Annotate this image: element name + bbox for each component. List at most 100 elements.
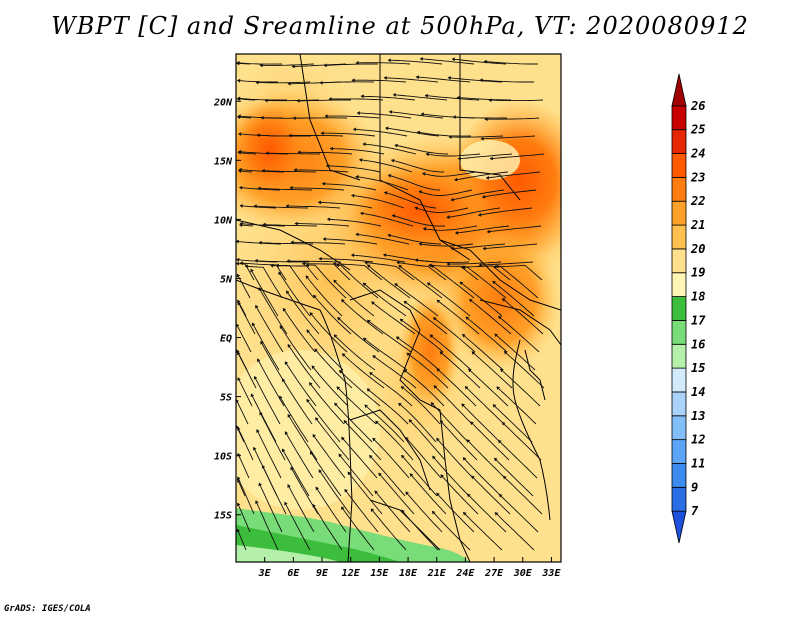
streamline [261, 170, 317, 173]
colorbar-label: 11 [691, 456, 705, 470]
colorbar-swatch [671, 105, 687, 131]
streamline [503, 475, 543, 515]
streamline [448, 135, 504, 138]
lon-tick-label: 24E [455, 568, 475, 579]
streamline [374, 490, 411, 533]
streamline-arrow [477, 213, 482, 217]
streamline-arrow [326, 217, 331, 222]
colorbar-label: 13 [691, 409, 705, 423]
streamline-arrow [312, 434, 316, 438]
streamline [471, 351, 513, 389]
streamline-arrow [469, 299, 473, 303]
streamline-arrow [414, 258, 419, 262]
streamline-arrow [329, 146, 334, 151]
streamline [480, 79, 534, 83]
streamline [287, 484, 315, 533]
streamline-arrow [313, 294, 317, 299]
streamline [433, 385, 473, 425]
streamline-arrow [424, 93, 429, 98]
streamline [284, 431, 314, 479]
streamline-arrow [358, 158, 363, 162]
lon-tick-label: 27E [484, 568, 504, 579]
streamline [384, 191, 437, 209]
streamline [336, 264, 379, 299]
streamline [498, 315, 540, 353]
streamline [372, 437, 410, 479]
streamline-arrow [501, 298, 506, 302]
streamline-arrow [396, 260, 400, 265]
streamline-arrow [351, 78, 355, 83]
streamline [330, 148, 385, 155]
streamline [239, 168, 285, 173]
streamline-arrow [471, 351, 475, 355]
streamline-arrow [496, 386, 500, 390]
colorbar-swatch [671, 391, 687, 417]
streamline [326, 165, 381, 173]
streamline [366, 388, 409, 425]
streamline [471, 475, 511, 515]
streamline [314, 348, 353, 389]
colorbar-label: 14 [691, 385, 705, 399]
streamline-arrow [255, 500, 259, 504]
streamline-arrow [471, 475, 475, 479]
streamline [401, 509, 439, 551]
streamline [361, 95, 416, 101]
field-19-southwest [236, 350, 380, 510]
streamline [315, 486, 347, 533]
streamline-arrow [238, 167, 242, 172]
streamline-arrow [485, 175, 490, 180]
streamline [396, 261, 447, 281]
streamline [433, 317, 476, 353]
colorbar-swatch [671, 153, 687, 178]
streamline [417, 131, 472, 137]
streamline-arrow [364, 404, 368, 408]
streamline-arrow [260, 340, 264, 345]
streamline [251, 322, 280, 371]
streamline-arrow [341, 353, 346, 357]
streamline [431, 264, 475, 299]
streamline-arrow [495, 264, 499, 269]
streamline-arrow [360, 94, 364, 99]
streamline-arrow [363, 337, 367, 342]
streamline [255, 500, 279, 551]
streamline-arrow [306, 329, 310, 333]
streamline-arrow [258, 482, 262, 487]
streamline [257, 187, 313, 191]
streamline [341, 299, 384, 335]
streamline-arrow [335, 263, 340, 268]
streamline-arrow [290, 240, 294, 245]
streamline [436, 492, 475, 533]
latitude-axis: 20N 15N 10N 5N EQ 5S 10S 15S [213, 97, 241, 522]
streamline-arrow [305, 263, 309, 267]
streamline [482, 189, 537, 198]
colorbar-label: 16 [691, 337, 705, 351]
streamline [355, 62, 411, 65]
lat-tick-label: 5S [220, 393, 232, 404]
colorbar-label: 17 [691, 313, 706, 327]
streamline [363, 337, 408, 371]
streamline [495, 265, 539, 299]
streamline [237, 97, 287, 101]
streamline-arrow [347, 471, 351, 476]
streamline [369, 455, 406, 497]
streamline [236, 240, 282, 245]
streamline-arrow [422, 227, 427, 231]
streamline-arrow [462, 457, 467, 461]
streamline-arrow [460, 265, 464, 269]
streamline-arrow [236, 502, 241, 507]
streamline [394, 144, 449, 155]
streamline [250, 393, 277, 443]
colorbar-label: 9 [691, 480, 698, 494]
streamline [240, 223, 286, 227]
streamline [336, 386, 377, 425]
streamline [430, 402, 469, 443]
streamline-arrow [317, 200, 322, 205]
streamline-arrow [489, 156, 494, 161]
streamline [254, 376, 281, 425]
streamline [494, 333, 536, 371]
streamline-arrow [321, 182, 326, 186]
colorbar-label: 18 [691, 290, 705, 304]
streamline [333, 279, 375, 317]
coastlines-and-borders [236, 54, 561, 562]
streamline [432, 455, 470, 497]
